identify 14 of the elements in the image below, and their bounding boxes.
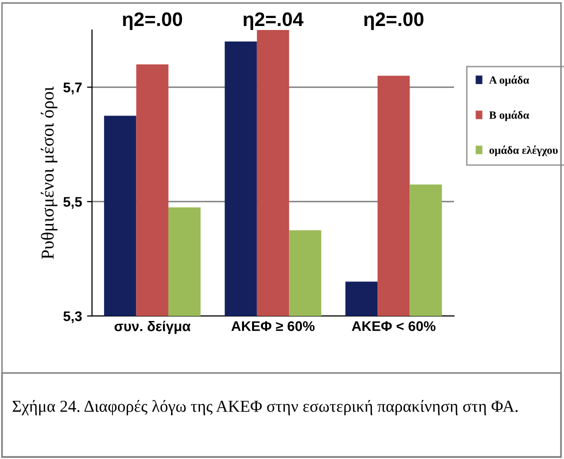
y-tick-label: 5,3 xyxy=(63,311,82,324)
y-tick-label: 5,5 xyxy=(63,197,82,209)
legend-label: Β ομάδα xyxy=(489,110,530,122)
x-tick-label: συν. δείγμα xyxy=(114,320,191,334)
y-axis-title: Ρυθμισμένοι μέσοι όροι xyxy=(40,86,58,260)
legend-label: ομάδα ελέγχου xyxy=(489,146,558,156)
x-tick-label: ΑΚΕΦ < 60% xyxy=(352,321,436,332)
text: Σχήμα 24. Διαφορές λόγω της ΑΚΕΦ στην εσωτερική παρακίνηση στη ΦΑ. xyxy=(12,400,518,416)
legend-label: Α ομάδα xyxy=(489,75,530,86)
text: η2=.04 xyxy=(243,12,304,30)
text: η2=.00 xyxy=(364,12,424,30)
y-tick-label: 5,7 xyxy=(63,82,82,94)
x-tick-label: ΑΚΕΦ ≥ 60% xyxy=(231,321,315,332)
text: η2=.00 xyxy=(122,12,182,30)
